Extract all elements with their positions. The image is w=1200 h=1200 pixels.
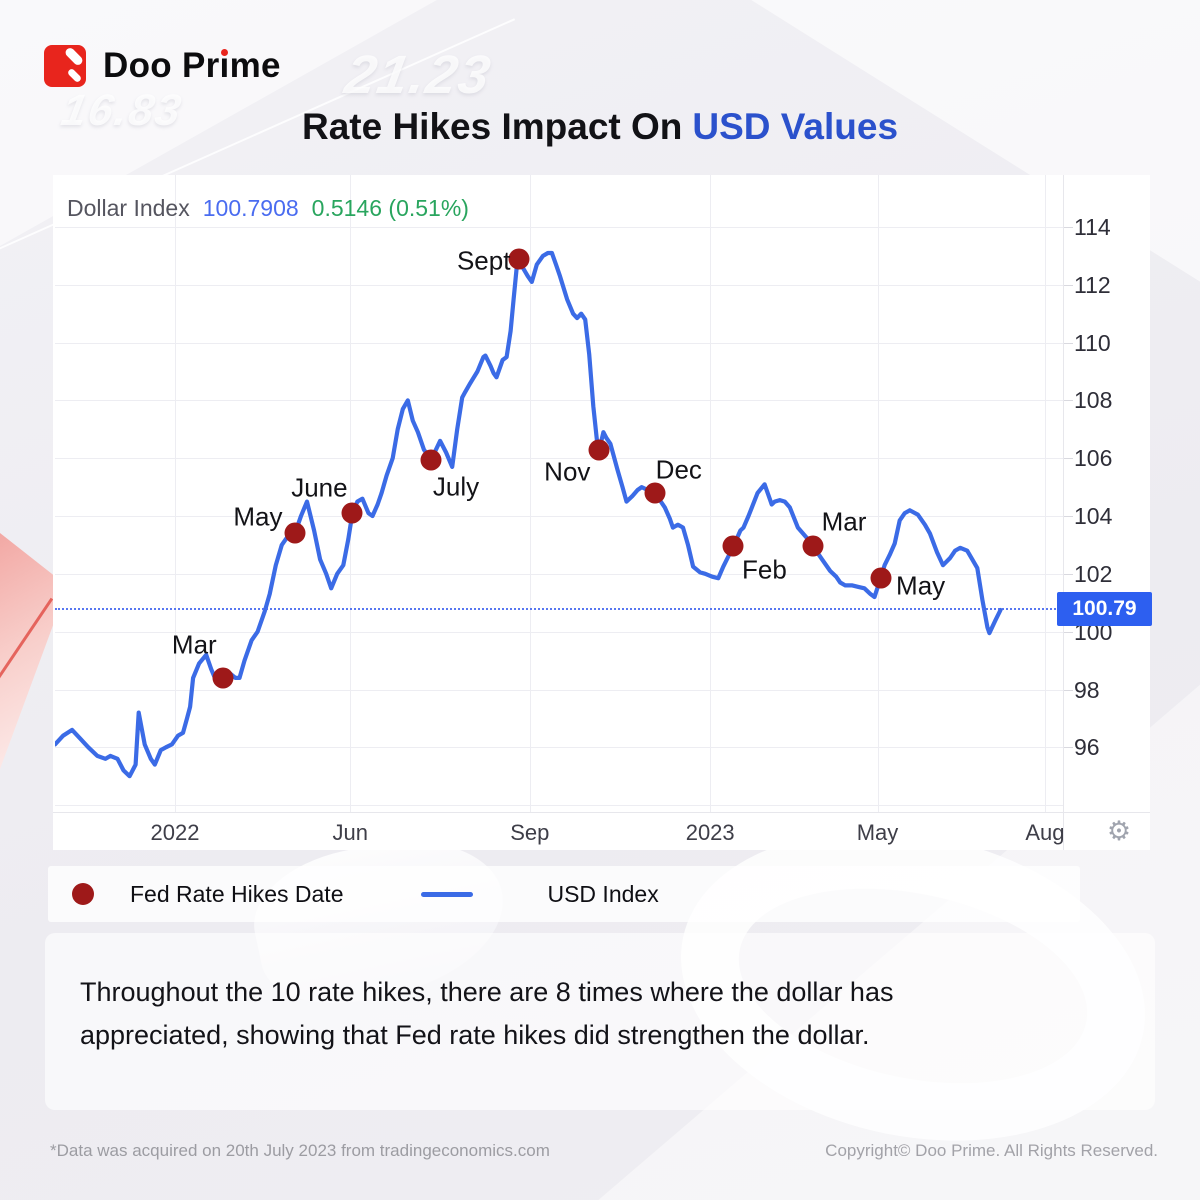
current-value-dotted-line [55, 607, 1063, 610]
fed-rate-hike-dot [508, 248, 530, 270]
y-axis-tick [1064, 573, 1073, 575]
fed-rate-hike-dot [420, 449, 442, 471]
gridline-vertical [350, 175, 352, 812]
y-axis-tick [1064, 631, 1073, 633]
y-axis-label: 108 [1074, 387, 1113, 414]
caption-line: Throughout the 10 rate hikes, there are … [80, 977, 894, 1007]
y-axis-tick [1064, 227, 1073, 228]
y-axis-tick [1064, 516, 1073, 517]
x-axis-label: 2023 [685, 820, 735, 845]
fed-rate-hike-label: July [432, 471, 480, 502]
x-axis: 2022 Jun Sep 2023 May Aug [55, 813, 1063, 850]
red-accent-line [0, 597, 54, 683]
current-value-badge: 100.79 [1057, 591, 1152, 626]
doo-prime-logo-icon [44, 45, 86, 87]
gridline-horizontal [55, 400, 1063, 402]
x-axis-label: Jun [332, 820, 369, 845]
fed-rate-hike-label: Feb [741, 554, 787, 585]
fed-rate-dot-swatch [72, 883, 94, 905]
y-axis-tick [1064, 747, 1073, 749]
gridline-horizontal [55, 631, 1063, 633]
fed-rate-hike-label: May [233, 501, 283, 532]
gridline-horizontal [55, 227, 1063, 228]
y-axis-label: 96 [1074, 734, 1100, 761]
instrument-name: Dollar Index [67, 195, 190, 221]
y-axis-label: 106 [1074, 445, 1113, 472]
y-axis-tick [1064, 458, 1073, 460]
gridline-horizontal [55, 747, 1063, 749]
fed-rate-hike-dot [722, 535, 744, 557]
watermark-number: 21.23 [340, 45, 497, 105]
title-prefix: Rate Hikes Impact On [301, 106, 683, 147]
fed-rate-hike-label: Nov [544, 456, 591, 487]
x-axis-label: Sep [510, 820, 550, 845]
fed-rate-hike-label: Mar [821, 506, 867, 537]
gridline-horizontal [55, 284, 1063, 286]
gridline-horizontal [55, 516, 1063, 517]
fed-rate-hike-label: May [896, 570, 946, 601]
usd-index-chart[interactable]: Mar May June July Sept Nov Dec Feb Mar May [55, 175, 1063, 812]
usd-index-line [55, 250, 1003, 779]
fed-rate-hike-label: Mar [171, 629, 217, 660]
fed-rate-hike-label: Sept [456, 245, 511, 276]
x-axis-line [53, 812, 1150, 813]
y-axis-label: 112 [1074, 271, 1111, 298]
caption-line: appreciated, showing that Fed rate hikes… [80, 1020, 870, 1050]
instrument-change: 0.5146 (0.51%) [311, 195, 469, 221]
x-axis-label: May [856, 820, 899, 845]
x-axis-label: Aug [1025, 820, 1063, 845]
pink-accent-shape [0, 533, 54, 769]
fed-rate-hike-label: Dec [655, 454, 702, 485]
brand-name: Doo Prıme [103, 46, 281, 85]
chart-panel: Dollar Index 100.7908 0.5146 (0.51%) Mar… [53, 175, 1152, 850]
brand-i-red-tittle: ı [219, 46, 230, 85]
instrument-value: 100.7908 [202, 195, 299, 221]
chart-legend: Fed Rate Hikes Date USD Index [48, 866, 1080, 922]
y-axis-tick [1064, 284, 1073, 286]
legend-label: USD Index [547, 880, 659, 907]
y-axis-label: 104 [1074, 503, 1113, 529]
fed-rate-hike-dot [284, 522, 306, 544]
y-axis: 100.79 114 112 110 108 106 104 102 100 98 96 [1057, 175, 1152, 850]
y-axis-tick [1064, 342, 1073, 344]
gridline-vertical [1044, 175, 1046, 812]
gridline-vertical [710, 175, 712, 812]
legend-label: Fed Rate Hikes Date [130, 880, 344, 907]
fed-rate-hike-label: June [291, 472, 348, 503]
x-axis-label: 2022 [150, 820, 200, 845]
y-axis-label: 102 [1074, 560, 1113, 587]
y-axis-tick [1064, 400, 1073, 402]
settings-gear-icon[interactable]: ⚙ [1106, 816, 1132, 846]
logo-dash-icon [66, 67, 83, 84]
fed-rate-hike-dot [588, 439, 610, 461]
gridline-vertical [175, 175, 176, 812]
title-highlight: USD Values [692, 106, 899, 147]
logo-dash-icon [63, 46, 85, 67]
fed-rate-hike-dot [341, 502, 363, 524]
caption-panel: Throughout the 10 rate hikes, there are … [45, 933, 1155, 1110]
fed-rate-hike-dot [644, 482, 666, 504]
copyright-note: Copyright© Doo Prime. All Rights Reserve… [825, 1141, 1158, 1160]
gridline-horizontal [55, 573, 1063, 575]
y-axis-label: 98 [1074, 676, 1100, 703]
gridline-horizontal [55, 805, 1063, 807]
brand-header: Doo Prıme [44, 45, 281, 87]
usd-index-line-swatch [421, 891, 474, 897]
y-axis-label: 110 [1074, 329, 1111, 356]
y-axis-tick [1064, 689, 1073, 691]
fed-rate-hike-dot [212, 667, 234, 689]
data-source-note: *Data was acquired on 20th July 2023 fro… [50, 1141, 550, 1160]
page-title: Rate Hikes Impact On USD Values [0, 106, 1200, 148]
gridline-vertical [877, 175, 879, 812]
fed-rate-hike-dot [870, 567, 892, 589]
gridline-horizontal [55, 342, 1063, 344]
gridline-vertical [529, 175, 531, 812]
fed-rate-hike-dot [802, 535, 824, 557]
chart-header: Dollar Index 100.7908 0.5146 (0.51%) [67, 195, 469, 222]
y-axis-label: 114 [1074, 214, 1111, 240]
gridline-horizontal [55, 689, 1063, 691]
gridline-horizontal [55, 458, 1063, 460]
